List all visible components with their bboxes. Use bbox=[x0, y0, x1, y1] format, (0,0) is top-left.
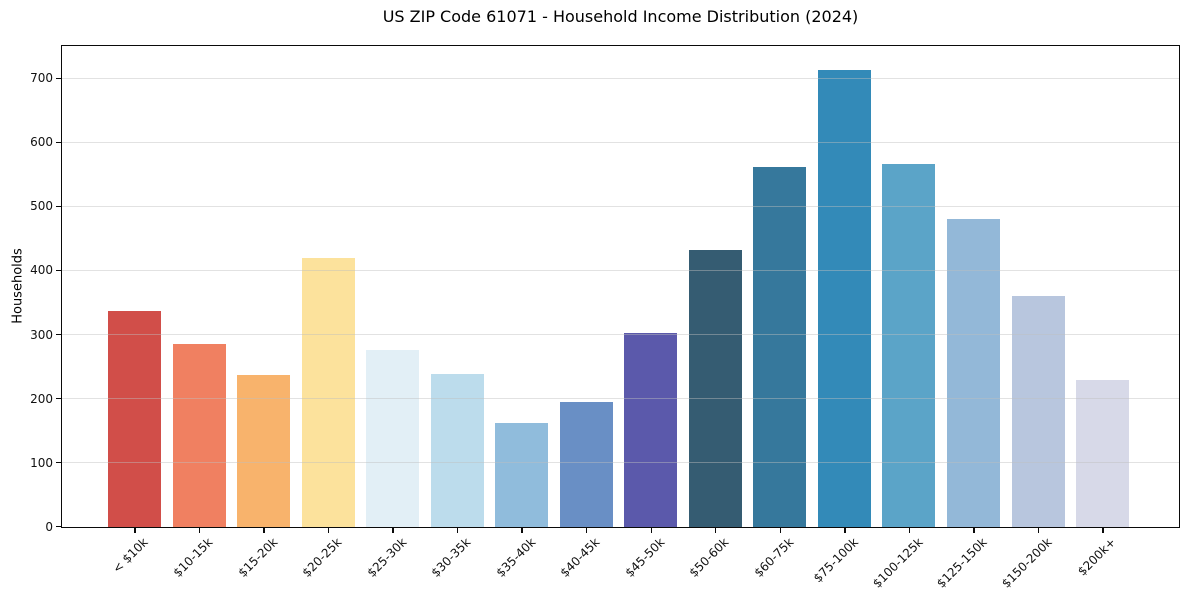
x-tick-mark bbox=[263, 528, 265, 533]
x-tick-mark bbox=[973, 528, 975, 533]
bar-13 bbox=[947, 219, 1001, 527]
x-tick-mark bbox=[456, 528, 459, 533]
x-tick-label: $150-200k bbox=[998, 535, 1055, 590]
y-tick-label: 500 bbox=[30, 199, 53, 214]
y-tick-mark bbox=[56, 77, 61, 80]
y-tick-mark bbox=[56, 461, 61, 464]
x-tick-mark bbox=[908, 528, 911, 533]
y-tick-mark bbox=[56, 525, 61, 528]
x-tick-label: $100-125k bbox=[869, 535, 926, 590]
bar-7 bbox=[559, 401, 613, 527]
x-tick-mark bbox=[198, 528, 201, 533]
chart-title: US ZIP Code 61071 - Household Income Dis… bbox=[382, 7, 859, 26]
x-tick-mark bbox=[327, 528, 330, 533]
plot-area bbox=[61, 45, 1180, 528]
y-tick-mark bbox=[56, 205, 61, 208]
y-tick-label: 700 bbox=[30, 71, 53, 86]
bar-15 bbox=[1076, 379, 1130, 527]
x-tick-label: $40-45k bbox=[557, 535, 603, 580]
x-tick-label: $30-35k bbox=[428, 535, 474, 580]
x-tick-label: $75-100k bbox=[810, 535, 861, 586]
x-tick-mark bbox=[844, 528, 846, 533]
bar-6 bbox=[495, 423, 549, 527]
bar-12 bbox=[882, 163, 936, 527]
y-axis-label: Households bbox=[10, 248, 26, 324]
x-tick-label: $15-20k bbox=[235, 535, 280, 580]
y-tick-label: 0 bbox=[45, 519, 53, 534]
gridline-y-600 bbox=[62, 141, 1179, 143]
y-tick-mark bbox=[56, 333, 61, 336]
bar-1 bbox=[172, 343, 226, 527]
x-tick-mark bbox=[521, 528, 523, 533]
x-tick-label: $60-75k bbox=[751, 535, 797, 580]
x-tick-label: $200k+ bbox=[1075, 535, 1119, 579]
bar-0 bbox=[108, 311, 162, 527]
x-tick-mark bbox=[650, 528, 652, 533]
gridline-y-200 bbox=[62, 397, 1179, 399]
y-tick-label: 400 bbox=[30, 263, 53, 278]
x-tick-mark bbox=[1102, 528, 1104, 533]
x-tick-mark bbox=[134, 528, 136, 533]
bar-8 bbox=[624, 333, 678, 527]
gridline-y-400 bbox=[62, 269, 1179, 271]
x-tick-label: $125-150k bbox=[934, 535, 990, 590]
x-tick-mark bbox=[1037, 528, 1040, 533]
y-tick-mark bbox=[56, 269, 61, 272]
y-tick-label: 300 bbox=[30, 327, 53, 342]
x-tick-label: < $10k bbox=[110, 535, 151, 576]
bar-5 bbox=[430, 373, 484, 527]
bar-4 bbox=[366, 349, 420, 527]
x-tick-label: $35-40k bbox=[493, 535, 539, 580]
bar-11 bbox=[817, 69, 871, 527]
y-tick-label: 100 bbox=[30, 455, 53, 470]
x-tick-label: $10-15k bbox=[170, 535, 216, 580]
x-tick-label: $50-60k bbox=[686, 535, 732, 580]
x-tick-mark bbox=[392, 528, 394, 533]
bar-10 bbox=[753, 166, 807, 527]
x-tick-mark bbox=[586, 528, 588, 533]
x-tick-mark bbox=[779, 528, 782, 533]
x-tick-label: $25-30k bbox=[364, 535, 410, 580]
gridline-y-500 bbox=[62, 205, 1179, 207]
bar-2 bbox=[237, 375, 291, 527]
bar-9 bbox=[688, 249, 742, 527]
gridline-y-300 bbox=[62, 333, 1179, 335]
x-tick-label: $20-25k bbox=[299, 535, 345, 580]
y-tick-mark bbox=[56, 397, 61, 400]
gridline-y-700 bbox=[62, 77, 1179, 79]
bar-14 bbox=[1011, 295, 1065, 527]
x-tick-label: $45-50k bbox=[622, 535, 668, 580]
y-tick-mark bbox=[56, 141, 61, 144]
bar-3 bbox=[301, 258, 355, 527]
y-tick-label: 600 bbox=[30, 135, 53, 150]
x-tick-mark bbox=[715, 528, 717, 533]
gridline-y-100 bbox=[62, 461, 1179, 463]
y-tick-label: 200 bbox=[30, 391, 53, 406]
